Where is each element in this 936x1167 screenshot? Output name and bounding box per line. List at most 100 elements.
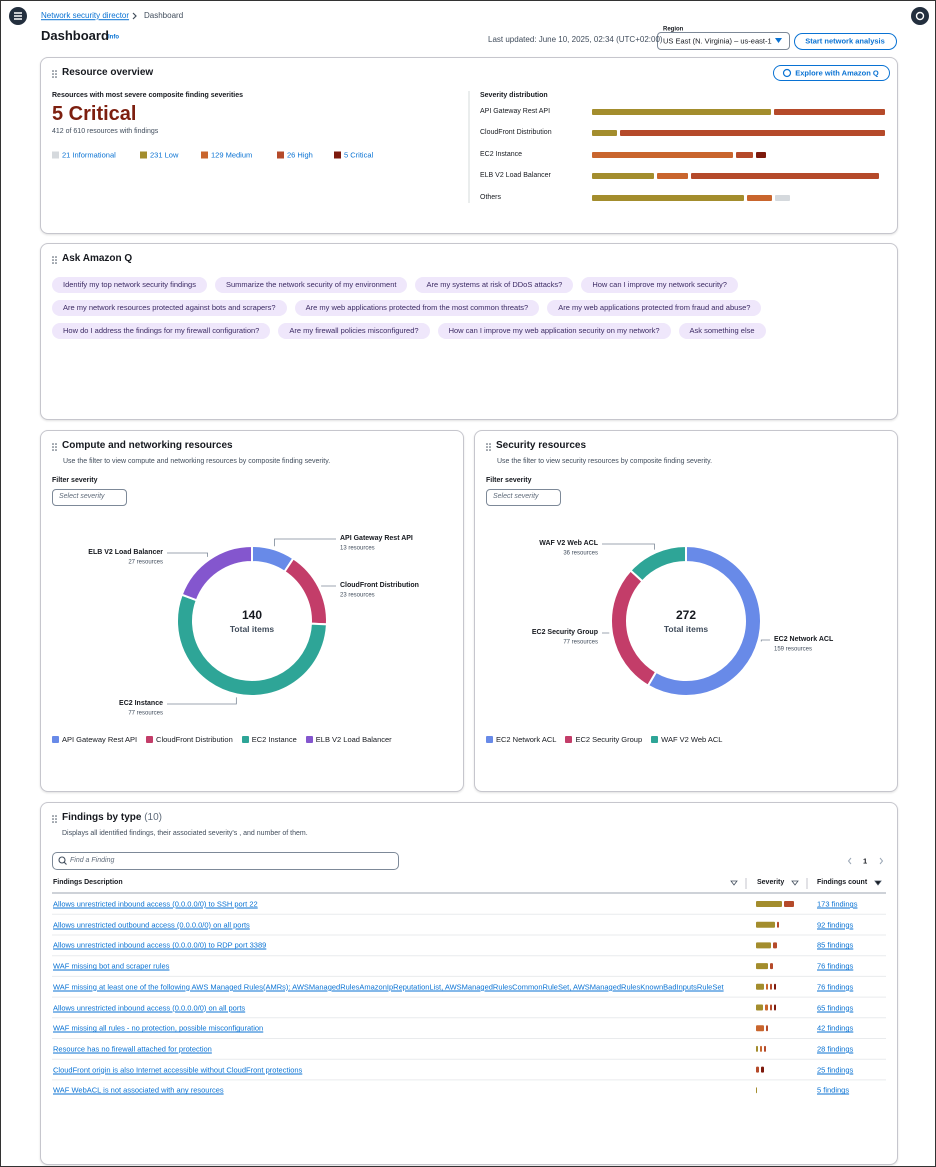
column-header[interactable]: Findings count	[817, 878, 868, 886]
settings-button[interactable]	[911, 7, 929, 25]
count-link[interactable]: 173 findings	[817, 899, 858, 909]
donut-total: 272	[675, 607, 697, 622]
severity-select[interactable]	[486, 489, 561, 506]
finding-link[interactable]: Allows unrestricted inbound access (0.0.…	[53, 899, 258, 909]
next-page	[879, 857, 884, 865]
leader-line	[760, 639, 770, 642]
legend-swatch	[486, 736, 493, 743]
sort-icon	[791, 880, 799, 886]
donut-slice	[180, 544, 253, 602]
severity-bar	[774, 109, 885, 115]
prompt-chip[interactable]: Identify my top network security finding…	[52, 277, 207, 293]
filter-label: Filter severity	[486, 476, 532, 484]
severity-bar	[592, 195, 744, 201]
distribution-title: Severity distribution	[480, 91, 548, 99]
severity-bar	[756, 921, 775, 928]
finding-link[interactable]: WAF missing bot and scraper rules	[53, 961, 170, 971]
legend-label[interactable]: 129 Medium	[211, 150, 253, 160]
drag-handle	[52, 443, 54, 445]
finding-link[interactable]: Allows unrestricted outbound access (0.0…	[53, 920, 250, 930]
prompt-chip[interactable]: How can I improve my network security?	[581, 277, 738, 293]
severity-bar	[756, 1025, 764, 1032]
select-caret	[775, 38, 782, 43]
severity-bar	[774, 1004, 776, 1011]
legend-label[interactable]: 21 Informational	[62, 150, 116, 160]
region-select[interactable]	[657, 32, 790, 50]
region-value[interactable]: US East (N. Virginia) – us-east-1	[663, 36, 772, 46]
count-link[interactable]: 5 findings	[817, 1085, 850, 1095]
callout-name: ELB V2 Load Balancer	[88, 548, 163, 556]
drag-handle	[55, 818, 57, 820]
legend-item: ELB V2 Load Balancer	[305, 735, 392, 744]
severity-bar	[756, 1004, 763, 1011]
drag-handle	[55, 262, 57, 264]
prompt-chip[interactable]: Are my firewall policies misconfigured?	[278, 323, 430, 339]
legend-item: CloudFront Distribution	[146, 735, 233, 744]
drag-handle	[486, 449, 488, 451]
finding-link[interactable]: WAF WebACL is not associated with any re…	[53, 1085, 224, 1095]
callout-name: CloudFront Distribution	[340, 581, 419, 589]
column-header[interactable]: Findings Description	[53, 878, 123, 886]
title-text: Findings by type	[62, 812, 142, 823]
legend-label[interactable]: 26 High	[287, 150, 313, 160]
severity-bar	[765, 1004, 768, 1011]
explore-q-label[interactable]: Explore with Amazon Q	[795, 68, 879, 78]
finding-link[interactable]: Allows unrestricted inbound access (0.0.…	[53, 1003, 246, 1012]
finding-link[interactable]: CloudFront origin is also Internet acces…	[53, 1065, 303, 1075]
explore-q-button[interactable]	[773, 65, 890, 81]
start-analysis-button[interactable]	[794, 33, 897, 50]
distribution-label: API Gateway Rest API	[480, 107, 551, 115]
count-link[interactable]: 76 findings	[817, 982, 854, 992]
prompt-chip[interactable]: Are my systems at risk of DDoS attacks?	[415, 277, 574, 293]
column-header[interactable]: Severity	[757, 878, 785, 886]
drag-handle	[52, 76, 54, 78]
legend-swatch	[651, 736, 659, 743]
donut-legend: API Gateway Rest API CloudFront Distribut…	[52, 735, 392, 744]
count-link[interactable]: 92 findings	[817, 920, 854, 930]
sort-icon	[874, 880, 882, 886]
last-updated: Last updated: June 10, 2025, 02:34 (UTC+…	[488, 35, 663, 45]
drag-handle	[486, 446, 488, 448]
search-placeholder[interactable]: Find a Finding	[70, 856, 115, 864]
prompt-chip[interactable]: Are my network resources protected again…	[52, 300, 287, 316]
donut-legend: EC2 Network ACL EC2 Security Group WAF V2 …	[486, 735, 722, 744]
info-link[interactable]: Info	[108, 34, 119, 41]
finding-link[interactable]: WAF missing at least one of the followin…	[53, 982, 724, 992]
q-icon	[782, 68, 792, 78]
filter-placeholder[interactable]: Select severity	[493, 492, 539, 500]
prompt-chip[interactable]: Summarize the network security of my env…	[214, 277, 408, 293]
count-link[interactable]: 65 findings	[817, 1003, 854, 1012]
search-box[interactable]	[52, 852, 399, 870]
legend-label: ELB V2 Load Balancer	[315, 735, 392, 744]
distribution-label: ELB V2 Load Balancer	[480, 171, 551, 179]
prompt-chip[interactable]: How can I improve my web application sec…	[437, 323, 671, 339]
prompt-chip[interactable]: Are my web applications protected from f…	[547, 300, 762, 316]
card-description: Displays all identified findings, their …	[62, 829, 308, 837]
legend-label[interactable]: 5 Critical	[344, 150, 374, 160]
drag-handle	[52, 815, 54, 817]
start-analysis-label[interactable]: Start network analysis	[805, 36, 885, 46]
prompt-chip[interactable]: Ask something else	[678, 323, 766, 339]
legend-label[interactable]: 231 Low	[150, 150, 179, 160]
finding-link[interactable]: Allows unrestricted inbound access (0.0.…	[53, 940, 267, 950]
prompt-chip[interactable]: How do I address the findings for my fir…	[52, 323, 271, 339]
settings-icon	[915, 11, 925, 21]
count-link[interactable]: 25 findings	[817, 1065, 854, 1075]
callout-name: API Gateway Rest API	[340, 534, 413, 542]
findings-title: Findings by type (10)	[62, 812, 162, 824]
finding-link[interactable]: WAF missing all rules - no protection, p…	[53, 1023, 264, 1033]
count-link[interactable]: 76 findings	[817, 961, 854, 971]
count-link[interactable]: 85 findings	[817, 940, 854, 950]
breadcrumb-link[interactable]: Network security director	[41, 11, 130, 21]
severity-bar	[756, 1045, 758, 1052]
count-link[interactable]: 42 findings	[817, 1023, 854, 1033]
prompt-chip[interactable]: Are my web applications protected from t…	[294, 300, 540, 316]
severity-select[interactable]	[52, 489, 127, 506]
page-number[interactable]: 1	[863, 856, 868, 866]
legend-label: EC2 Security Group	[575, 735, 643, 744]
filter-placeholder[interactable]: Select severity	[59, 492, 105, 500]
donut-slice	[646, 544, 762, 697]
prompt-row: How do I address the findings for my fir…	[52, 323, 766, 339]
finding-link[interactable]: Resource has no firewall attached for pr…	[53, 1044, 212, 1054]
count-link[interactable]: 28 findings	[817, 1044, 854, 1054]
